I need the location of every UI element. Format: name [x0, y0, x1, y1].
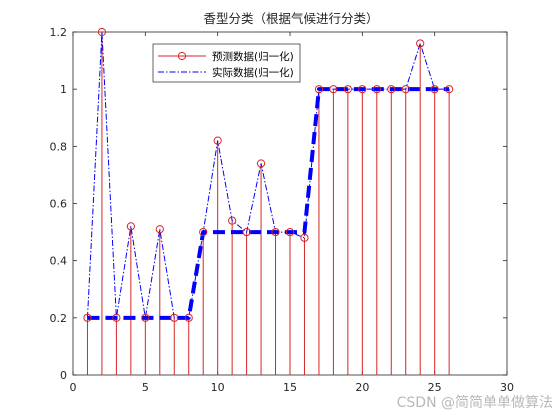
y-axis: 0 0.2 0.4 0.6 0.8 1 1.2 [50, 26, 507, 382]
predicted-point [170, 313, 179, 322]
y-tick-label: 0.2 [50, 312, 68, 325]
chart-title: 香型分类（根据气候进行分类） [203, 11, 378, 26]
predicted-point [213, 136, 222, 145]
stems [86, 32, 450, 375]
y-tick-label: 1.2 [50, 26, 68, 39]
predicted-point [387, 85, 396, 94]
legend-box [152, 43, 301, 83]
predicted-point [271, 227, 280, 237]
legend: 预测数据(归一化) 实际数据(归一化) [152, 43, 301, 83]
y-tick-label: 0 [60, 369, 67, 382]
predicted-point [416, 39, 425, 48]
x-tick-label: 5 [142, 381, 149, 394]
legend-label-predicted: 预测数据(归一化) [212, 50, 294, 63]
y-tick-label: 0.4 [50, 255, 68, 268]
predicted-point [430, 85, 439, 94]
predicted-point [126, 222, 135, 231]
x-tick-label: 15 [283, 381, 297, 394]
actual-series-line [87, 87, 450, 320]
predicted-point [314, 85, 324, 94]
predicted-point [256, 159, 266, 168]
predicted-point [401, 85, 410, 94]
predicted-point [155, 225, 164, 234]
x-tick-label: 10 [211, 381, 225, 394]
predicted-point [343, 85, 352, 94]
plot-area: 0 5 10 15 20 25 30 0 0.2 0.4 0.6 0.8 1 1.2 [50, 26, 515, 394]
predicted-trace-line [86, 31, 450, 319]
predicted-point [184, 313, 193, 322]
predicted-point [83, 313, 92, 322]
x-axis: 0 5 10 15 20 25 30 [70, 32, 514, 394]
predicted-point [199, 227, 208, 237]
actual-series [87, 87, 450, 320]
predicted-series [83, 27, 454, 322]
watermark: CSDN @简简单单做算法 [397, 394, 553, 411]
predicted-point [285, 227, 295, 237]
predicted-point [358, 85, 367, 94]
predicted-point [141, 313, 150, 322]
x-tick-label: 0 [70, 381, 77, 394]
y-tick-label: 0.8 [50, 140, 68, 153]
x-tick-label: 25 [428, 381, 442, 394]
predicted-point [242, 227, 251, 237]
y-tick-label: 1 [60, 83, 67, 96]
predicted-point [445, 85, 454, 94]
predicted-point [372, 85, 381, 94]
y-tick-label: 0.6 [50, 198, 68, 211]
legend-marker-predicted [177, 51, 187, 61]
predicted-point [228, 216, 237, 225]
predicted-point [97, 27, 107, 37]
predicted-point [112, 313, 121, 322]
x-tick-label: 20 [355, 381, 369, 394]
predicted-point [329, 85, 338, 94]
x-tick-label: 30 [500, 381, 514, 394]
legend-label-actual: 实际数据(归一化) [212, 66, 294, 79]
predicted-point [300, 233, 309, 242]
